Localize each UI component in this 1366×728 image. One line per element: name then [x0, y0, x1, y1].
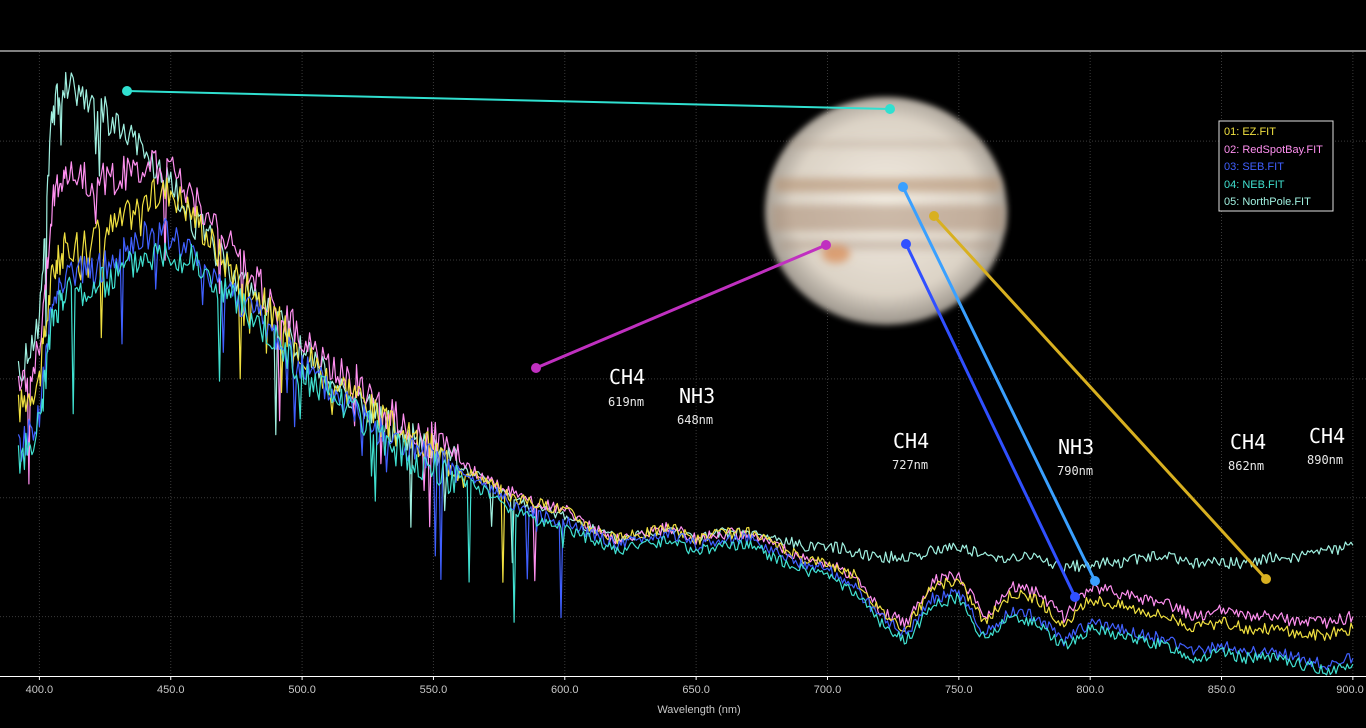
x-tick-label: 550.0	[420, 684, 448, 696]
legend-entry: 01: EZ.FIT	[1224, 126, 1276, 138]
legend-entry: 04: NEB.FIT	[1224, 179, 1285, 191]
pointer-lines	[122, 86, 1271, 602]
pointer-ez	[929, 211, 1271, 584]
annotation-wavelength: 862nm	[1228, 459, 1264, 473]
legend-entry: 05: NorthPole.FIT	[1224, 196, 1311, 208]
annotation-wavelength: 790nm	[1057, 464, 1093, 478]
legend-box	[1218, 120, 1334, 212]
x-tick-label: 450.0	[157, 684, 185, 696]
legend: 01: EZ.FIT 02: RedSpotBay.FIT 03: SEB.FI…	[1218, 120, 1334, 212]
grid	[0, 52, 1366, 676]
band-annotations: CH4 619nm NH3 648nm CH4 727nm NH3 790nm …	[608, 365, 1345, 478]
annotation-name: CH4	[1309, 424, 1345, 448]
x-tick-label: 900.0	[1336, 684, 1364, 696]
jupiter-inset-image	[765, 97, 1007, 325]
annotation-wavelength: 890nm	[1307, 453, 1343, 467]
pointer-neb	[898, 182, 1100, 586]
x-tick-label: 600.0	[551, 684, 579, 696]
x-axis-label: Wavelength (nm)	[657, 704, 740, 716]
x-tick-label: 700.0	[814, 684, 842, 696]
annotation-name: CH4	[609, 365, 645, 389]
legend-entry: 03: SEB.FIT	[1224, 161, 1284, 173]
x-tick-label: 500.0	[288, 684, 316, 696]
series-line	[17, 217, 1354, 671]
annotation-name: NH3	[679, 384, 715, 408]
x-tick-label: 650.0	[682, 684, 710, 696]
legend-entry: 02: RedSpotBay.FIT	[1224, 144, 1323, 156]
annotation-name: CH4	[893, 429, 929, 453]
x-axis-ticks: 400.0 450.0 500.0 550.0 600.0 650.0 700.0 750.0…	[26, 676, 1364, 696]
pointer-seb	[901, 239, 1080, 602]
annotation-wavelength: 619nm	[608, 395, 644, 409]
annotation-wavelength: 648nm	[677, 413, 713, 427]
pointer-north-pole	[122, 86, 895, 114]
x-tick-label: 800.0	[1076, 684, 1104, 696]
annotation-wavelength: 727nm	[892, 458, 928, 472]
pointer-red-spot-bay	[531, 240, 831, 373]
x-tick-label: 400.0	[26, 684, 54, 696]
series-layer	[17, 71, 1354, 676]
series-line	[17, 242, 1354, 676]
x-tick-label: 750.0	[945, 684, 973, 696]
annotation-name: CH4	[1230, 430, 1266, 454]
series-line	[17, 177, 1354, 641]
x-tick-label: 850.0	[1208, 684, 1236, 696]
annotation-name: NH3	[1058, 435, 1094, 459]
